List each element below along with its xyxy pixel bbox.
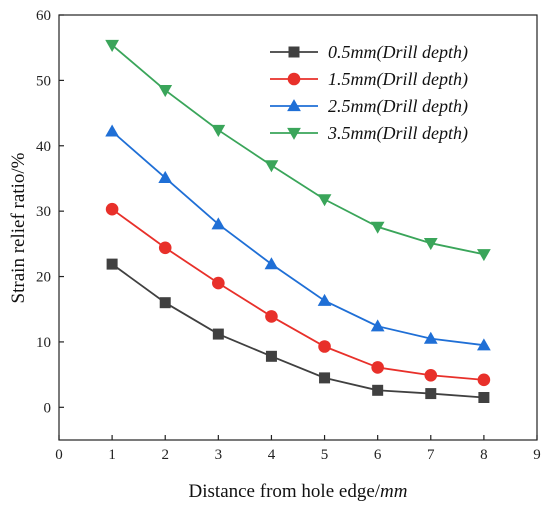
legend-entry: 1.5mm(Drill depth) [270, 69, 468, 90]
data-point [477, 338, 491, 351]
data-point [372, 384, 384, 396]
y-tick-label: 20 [36, 270, 51, 286]
y-tick-label: 40 [36, 139, 51, 155]
data-point [159, 297, 171, 309]
data-point [264, 257, 279, 270]
x-tick-label: 4 [268, 447, 276, 463]
y-tick-label: 30 [36, 204, 51, 220]
data-point [106, 258, 118, 270]
legend-entry: 3.5mm(Drill depth) [270, 123, 468, 144]
y-tick-label: 60 [36, 8, 51, 24]
legend-label: 2.5mm(Drill depth) [328, 96, 468, 117]
x-tick-label: 0 [55, 447, 63, 463]
series-line [111, 130, 484, 347]
data-point [105, 39, 119, 52]
data-point [211, 217, 226, 230]
data-point [211, 124, 226, 137]
data-point [425, 388, 437, 400]
x-tick-label: 1 [108, 447, 116, 463]
data-point [105, 202, 119, 216]
legend-marker [287, 127, 301, 140]
x-tick-label: 6 [374, 447, 382, 463]
data-point [318, 340, 331, 353]
axis-ticks: 0 1 2 3 4 5 6 7 8 9 0 10 20 30 40 50 60 [36, 8, 541, 463]
x-tick-label: 3 [215, 447, 223, 463]
data-point [265, 310, 278, 323]
data-point [478, 392, 490, 403]
data-point [371, 361, 384, 374]
y-axis-title: Strain relief ratio/% [8, 152, 29, 303]
data-point [158, 241, 172, 255]
series-layer [105, 39, 491, 403]
data-point [424, 368, 438, 382]
series-2 [105, 202, 491, 387]
data-point [264, 160, 279, 173]
data-point [317, 293, 332, 306]
legend-marker [288, 46, 300, 58]
legend-label: 0.5mm(Drill depth) [328, 42, 468, 63]
data-point [317, 194, 332, 207]
data-point [423, 238, 438, 251]
plot-frame [58, 14, 538, 441]
y-tick-label: 10 [36, 335, 51, 351]
data-point [265, 350, 277, 362]
data-point [477, 373, 491, 387]
data-point [105, 124, 119, 137]
series-4 [105, 39, 491, 262]
legend-marker [287, 72, 301, 86]
x-tick-label: 7 [427, 447, 435, 463]
legend-entry: 2.5mm(Drill depth) [270, 96, 468, 117]
data-point [319, 372, 331, 384]
series-3 [105, 124, 491, 351]
y-tick-label: 50 [36, 73, 51, 89]
series-line [111, 44, 485, 256]
series-line [111, 263, 484, 399]
x-tick-label: 8 [480, 447, 488, 463]
legend-label: 3.5mm(Drill depth) [327, 123, 468, 144]
data-point [158, 170, 173, 183]
data-point [212, 328, 224, 340]
x-tick-label: 2 [161, 447, 169, 463]
data-point [370, 221, 385, 234]
data-point [158, 85, 173, 98]
data-point [370, 319, 385, 332]
data-point [212, 276, 225, 290]
x-axis-title: Distance from hole edge/mm [189, 481, 408, 502]
legend: 0.5mm(Drill depth) 1.5mm(Drill depth) 2.5m… [270, 42, 468, 144]
y-tick-label: 0 [44, 400, 52, 416]
series-line [111, 208, 484, 381]
legend-label: 1.5mm(Drill depth) [328, 69, 468, 90]
legend-marker [287, 99, 301, 112]
data-point [477, 249, 491, 262]
x-tick-label: 9 [533, 447, 541, 463]
series-1 [106, 258, 490, 403]
data-point [423, 331, 438, 344]
x-tick-label: 5 [321, 447, 329, 463]
legend-entry: 0.5mm(Drill depth) [270, 42, 468, 63]
